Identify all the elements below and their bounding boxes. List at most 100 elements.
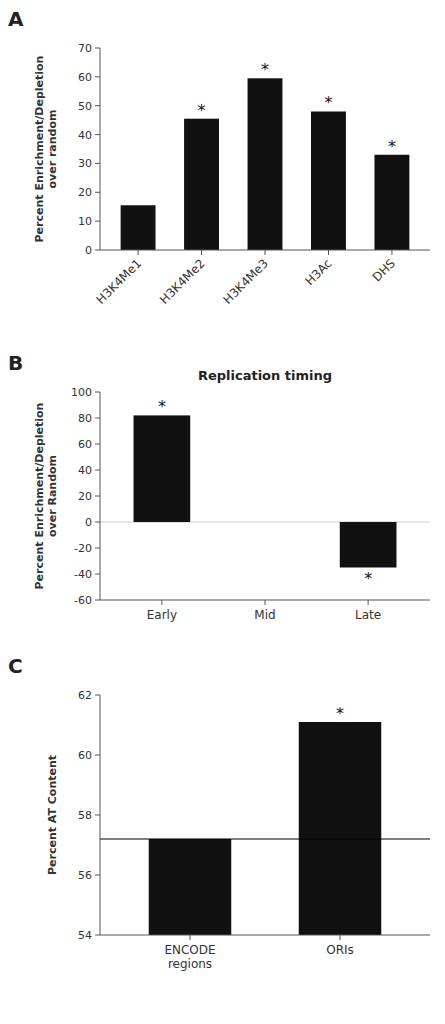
y-tick — [95, 470, 100, 471]
y-tick — [95, 600, 100, 601]
x-tick-label: H3Ac — [303, 256, 335, 288]
panel: B Replication timing Percent Enrichment/De… — [8, 351, 430, 622]
x-tick — [265, 250, 266, 255]
bar — [299, 722, 382, 935]
bar — [311, 111, 346, 250]
y-tick-label: 100 — [71, 386, 92, 399]
y-tick — [95, 815, 100, 816]
y-tick-label: 0 — [85, 516, 92, 529]
y-tick — [95, 163, 100, 164]
y-tick-label: 40 — [78, 129, 92, 142]
bar — [134, 415, 191, 522]
y-tick — [95, 444, 100, 445]
y-axis — [100, 48, 101, 250]
y-tick — [95, 192, 100, 193]
significance-star: * — [336, 704, 344, 723]
y-axis — [100, 695, 101, 935]
y-tick-label: -40 — [74, 568, 92, 581]
y-tick — [95, 48, 100, 49]
significance-star: * — [261, 60, 269, 79]
panel-label: B — [8, 351, 23, 375]
y-tick — [95, 522, 100, 523]
y-tick-label: 20 — [78, 490, 92, 503]
y-tick-label: 54 — [78, 929, 92, 942]
y-tick-label: 62 — [78, 689, 92, 702]
y-tick-label: 50 — [78, 100, 92, 113]
y-tick-label: -20 — [74, 542, 92, 555]
y-tick — [95, 695, 100, 696]
x-tick — [265, 600, 266, 605]
y-tick — [95, 418, 100, 419]
plot-area — [121, 78, 410, 250]
significance-star: * — [364, 569, 372, 588]
panel: C Percent AT Content 54 56 58 60 62 ENCODEregio… — [8, 654, 430, 1024]
bar — [374, 155, 409, 250]
y-tick-label: 80 — [78, 412, 92, 425]
x-tick-label: Early — [147, 608, 177, 622]
y-tick — [95, 755, 100, 756]
y-tick-label: 40 — [78, 464, 92, 477]
x-tick — [368, 600, 369, 605]
title: Replication timing — [198, 368, 332, 383]
bar — [340, 522, 397, 568]
x-tick — [161, 600, 162, 605]
y-tick-label: 30 — [78, 157, 92, 170]
y-tick — [95, 496, 100, 497]
y-axis — [100, 392, 101, 600]
x-tick — [340, 935, 341, 940]
y-tick — [95, 574, 100, 575]
y-tick-label: 60 — [78, 71, 92, 84]
plot-area — [100, 722, 430, 935]
x-tick — [328, 250, 329, 255]
x-tick-label: Late — [355, 608, 381, 622]
y-tick — [95, 392, 100, 393]
plot-area — [100, 415, 430, 567]
panel-label: C — [8, 654, 23, 678]
y-tick-label: 56 — [78, 869, 92, 882]
y-tick — [95, 548, 100, 549]
y-tick — [95, 875, 100, 876]
y-tick — [95, 250, 100, 251]
panel-label: A — [8, 7, 24, 31]
x-tick-label: Mid — [254, 608, 275, 622]
y-tick — [95, 935, 100, 936]
x-tick — [138, 250, 139, 255]
x-tick-label: H3K4Me3 — [221, 256, 272, 307]
y-axis-label: Percent AT Content — [46, 755, 59, 875]
x-tick — [201, 250, 202, 255]
significance-star: * — [324, 93, 332, 112]
panel: A Percent Enrichment/Depletionover random… — [8, 7, 430, 307]
y-tick-label: 60 — [78, 749, 92, 762]
bar — [149, 839, 232, 935]
x-tick-label: ORIs — [326, 943, 354, 957]
x-tick-label: H3K4Me2 — [157, 256, 208, 307]
y-axis-label: Percent Enrichment/Depletionover Random — [33, 403, 59, 590]
x-axis — [100, 935, 430, 936]
reference-line — [100, 838, 430, 839]
x-tick — [391, 250, 392, 255]
y-tick-label: 70 — [78, 42, 92, 55]
significance-star: * — [388, 137, 396, 156]
bar — [121, 205, 156, 250]
y-tick — [95, 221, 100, 222]
y-axis-label: Percent Enrichment/Depletionover random — [33, 56, 59, 243]
y-tick-label: -60 — [74, 594, 92, 607]
significance-star: * — [198, 101, 206, 120]
y-tick-label: 0 — [85, 244, 92, 257]
bar — [237, 522, 294, 523]
y-tick-label: 20 — [78, 186, 92, 199]
x-tick — [190, 935, 191, 940]
x-tick-label: H3K4Me1 — [94, 256, 145, 307]
x-tick-label: ENCODEregions — [164, 943, 215, 971]
x-tick-label: DHS — [370, 256, 398, 284]
y-tick — [95, 76, 100, 77]
significance-star: * — [158, 397, 166, 416]
bar — [248, 78, 283, 250]
figure: A Percent Enrichment/Depletionover random… — [0, 0, 445, 1024]
y-tick — [95, 134, 100, 135]
bar — [184, 119, 219, 250]
y-tick — [95, 105, 100, 106]
y-tick-label: 10 — [78, 215, 92, 228]
y-tick-label: 60 — [78, 438, 92, 451]
y-tick-label: 58 — [78, 809, 92, 822]
